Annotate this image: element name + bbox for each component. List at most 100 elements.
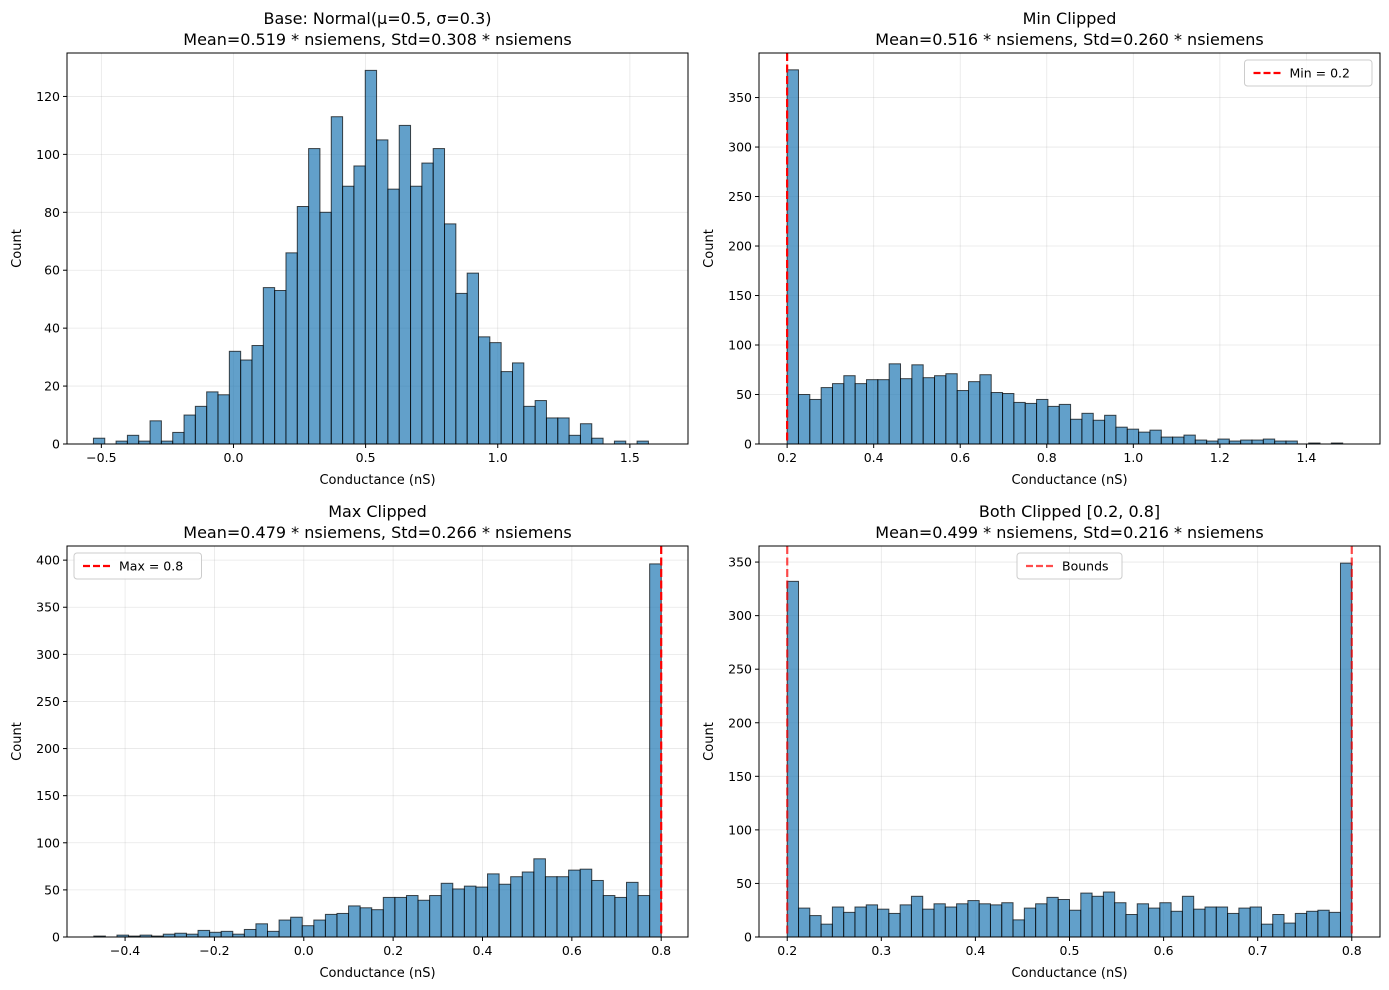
y-tick-label: 0 <box>744 437 752 452</box>
histogram-bar <box>1092 419 1106 445</box>
chart-subtitle: Mean=0.479 * nsiemens, Std=0.266 * nsiem… <box>183 523 571 542</box>
x-tick-label: −0.2 <box>199 943 229 958</box>
histogram-bar <box>1215 906 1229 938</box>
histogram-bar <box>440 882 454 938</box>
subplot-1: −0.5 0.0 0.5 1.0 1.5 0 20 40 60 80 100 120 Base: Nor… <box>10 9 689 488</box>
y-tick-label: 50 <box>736 387 752 402</box>
histogram-bar <box>1104 414 1117 445</box>
histogram-bar <box>1339 562 1353 938</box>
histogram-bar <box>877 379 890 445</box>
y-tick-label: 400 <box>36 553 60 568</box>
y-tick-label: 0 <box>52 930 60 945</box>
y-tick-label: 50 <box>736 876 752 891</box>
histogram-bar <box>922 377 936 445</box>
histogram-bar <box>262 287 276 445</box>
axes-frame <box>66 545 689 938</box>
histogram-bar <box>934 375 947 445</box>
histogram-bar <box>194 405 208 445</box>
histogram-bar <box>967 900 980 938</box>
histogram-bar <box>602 895 616 938</box>
histogram-bar <box>359 907 373 938</box>
y-tick-label: 100 <box>728 338 752 353</box>
histogram-bar <box>1091 895 1104 938</box>
histogram-bar <box>313 919 326 938</box>
histogram-bar <box>206 391 219 445</box>
x-tick-label: 0.2 <box>777 943 797 958</box>
x-tick-label: 0.6 <box>950 450 970 465</box>
axes-frame <box>758 52 1381 445</box>
histogram-bar <box>798 907 811 938</box>
chart-title: Max Clipped <box>328 502 427 521</box>
histogram-bar <box>308 148 321 445</box>
histogram-bar <box>353 165 366 445</box>
histogram-bar <box>478 336 491 445</box>
x-tick-label: 0.8 <box>1342 943 1362 958</box>
subplot-3: −0.4 −0.2 0.0 0.2 0.4 0.6 0.8 0 50 100 150 200 250 30… <box>10 502 689 981</box>
histogram-bar <box>968 381 981 445</box>
x-tick-label: 0.4 <box>473 943 493 958</box>
histogram-bar <box>1238 907 1251 938</box>
y-tick-label: 350 <box>728 90 752 105</box>
histogram-bar <box>1081 412 1094 445</box>
x-tick-label: 0.6 <box>562 943 582 958</box>
histogram-bar <box>376 139 389 445</box>
histogram-bar <box>568 869 581 938</box>
y-tick-label: 250 <box>728 662 752 677</box>
histogram-bar <box>228 350 242 445</box>
histogram-bar <box>371 909 384 938</box>
legend-label: Min = 0.2 <box>1290 66 1350 81</box>
histogram-bar <box>900 378 913 445</box>
histogram-bar <box>336 912 350 938</box>
histogram-bar <box>944 906 958 938</box>
histogram-bar <box>444 223 457 445</box>
histogram-bar <box>251 345 264 445</box>
legend: Min = 0.2 <box>1244 59 1373 87</box>
histogram-bar <box>285 252 298 445</box>
x-tick-label: −0.4 <box>110 943 140 958</box>
histogram-bar <box>92 437 106 445</box>
histogram-bar <box>278 919 292 938</box>
y-tick-label: 150 <box>36 788 60 803</box>
histogram-bar <box>989 904 1003 938</box>
histogram-bar <box>557 417 570 445</box>
histogram-bar <box>410 185 423 445</box>
y-tick-label: 350 <box>728 555 752 570</box>
histogram-bar <box>421 162 434 445</box>
histogram-bar <box>1102 891 1116 938</box>
histogram-bar <box>1317 909 1330 938</box>
x-tick-label: 0.8 <box>1037 450 1057 465</box>
subplot-2: 0.2 0.4 0.6 0.8 1.0 1.2 1.4 0 50 100 150 200 250 300 3… <box>702 9 1381 488</box>
histogram-bar <box>1012 919 1025 938</box>
histogram-bar <box>556 876 570 938</box>
x-axis-label: Conductance (nS) <box>319 966 435 981</box>
histogram-bar <box>1036 398 1049 445</box>
histogram-bar <box>364 69 378 445</box>
y-tick-label: 0 <box>744 930 752 945</box>
histogram-bar <box>809 398 822 445</box>
histogram-bar <box>820 387 833 445</box>
histogram-bar <box>1328 911 1341 938</box>
histogram-bar <box>1283 922 1296 938</box>
histogram-bar <box>533 858 546 938</box>
legend-box <box>1244 59 1373 87</box>
y-tick-label: 200 <box>728 715 752 730</box>
histogram-bar <box>1057 899 1071 938</box>
y-tick-label: 300 <box>728 140 752 155</box>
legend-label: Max = 0.8 <box>119 559 183 574</box>
histogram-bar <box>786 580 800 938</box>
histogram-bar <box>521 871 535 938</box>
y-tick-label: 350 <box>36 600 60 615</box>
legend: Max = 0.8 <box>73 552 202 580</box>
histogram-bar <box>1170 910 1183 938</box>
histogram-bar <box>510 876 523 938</box>
histogram-bar <box>511 362 525 445</box>
histogram-bar <box>911 364 924 445</box>
histogram-bar <box>463 885 477 938</box>
histogram-bar <box>1294 912 1308 938</box>
histogram-bar <box>1148 907 1161 938</box>
histogram-bar <box>209 931 222 938</box>
histogram-bar <box>405 895 419 938</box>
histogram-bar <box>1240 439 1253 445</box>
legend-label: Bounds <box>1062 559 1109 574</box>
histogram-bar <box>1070 418 1083 445</box>
